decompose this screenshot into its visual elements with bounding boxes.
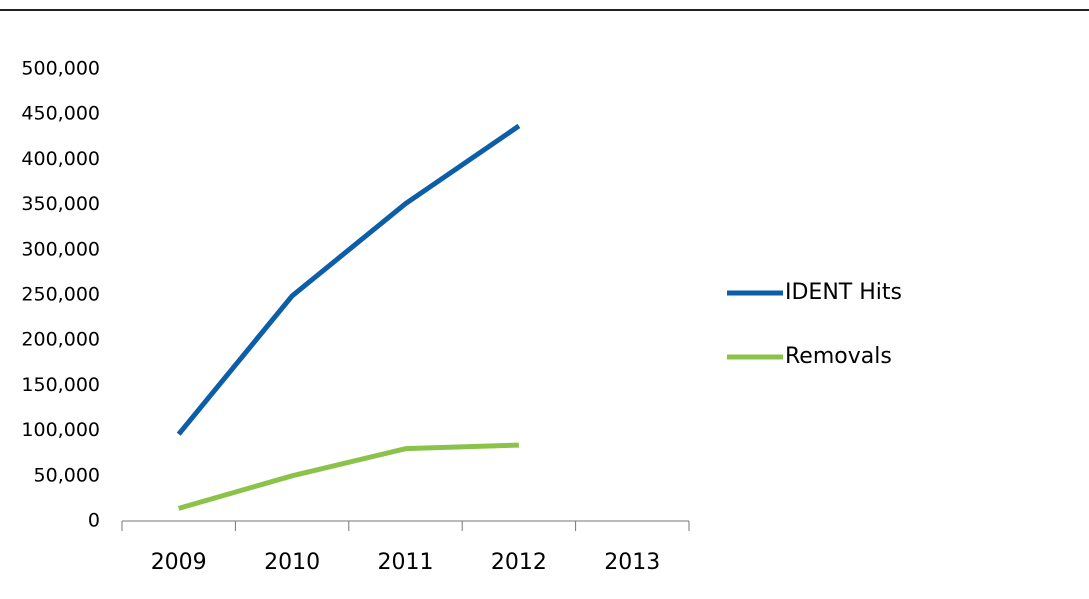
legend-label: Removals bbox=[785, 344, 892, 369]
y-tick-label: 450,000 bbox=[21, 103, 100, 125]
y-tick-label: 400,000 bbox=[21, 148, 100, 170]
line-series bbox=[178, 442, 519, 511]
y-tick-label: 150,000 bbox=[21, 374, 100, 396]
x-tick-label: 2010 bbox=[264, 550, 320, 575]
y-tick-label: 100,000 bbox=[21, 419, 100, 441]
x-tick-label: 2012 bbox=[491, 550, 547, 575]
y-tick-label: 50,000 bbox=[34, 464, 100, 486]
y-tick-label: 250,000 bbox=[21, 284, 100, 306]
legend-label: IDENT Hits bbox=[785, 280, 902, 305]
y-tick-label: 300,000 bbox=[21, 238, 100, 260]
y-tick-label: 200,000 bbox=[21, 329, 100, 351]
x-tick-label: 2009 bbox=[151, 550, 207, 575]
y-tick-label: 500,000 bbox=[21, 58, 100, 80]
y-tick-label: 0 bbox=[88, 510, 100, 532]
line-series bbox=[176, 123, 521, 436]
x-tick-label: 2011 bbox=[378, 550, 434, 575]
y-tick-label: 350,000 bbox=[21, 193, 100, 215]
x-tick-label: 2013 bbox=[604, 550, 660, 575]
